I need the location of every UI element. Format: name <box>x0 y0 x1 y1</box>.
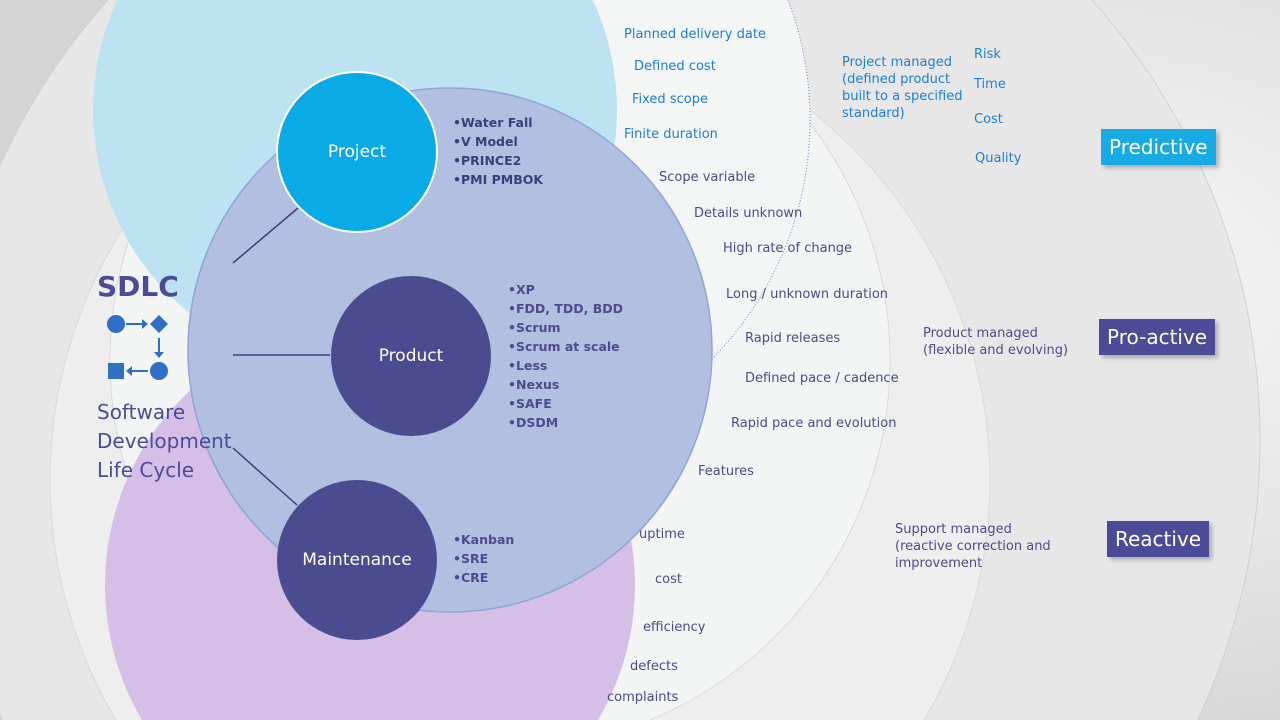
maintenance-attribute: efficiency <box>643 620 706 635</box>
project-methods-list: Water Fall V Model PRINCE2 PMI PMBOK <box>453 113 543 189</box>
predictive-badge: Predictive <box>1101 129 1216 165</box>
list-item: CRE <box>453 568 514 587</box>
product-attribute: Details unknown <box>694 206 803 221</box>
list-item: Scrum at scale <box>508 337 623 356</box>
text-line: Product managed <box>923 326 1038 341</box>
product-attribute: High rate of change <box>723 241 853 256</box>
list-item: XP <box>508 280 623 299</box>
flowchart-icon <box>107 315 168 380</box>
list-item: PMI PMBOK <box>453 170 543 189</box>
list-item: FDD, TDD, BDD <box>508 299 623 318</box>
subtitle-line: Life Cycle <box>97 458 195 482</box>
reactive-badge: Reactive <box>1107 521 1210 557</box>
maintenance-attribute: complaints <box>607 690 679 705</box>
project-connector-line <box>232 207 299 264</box>
constraint-time: Time <box>974 77 1006 92</box>
maintenance-methods-list: Kanban SRE CRE <box>453 530 514 587</box>
list-item: Nexus <box>508 375 623 394</box>
maintenance-connector-line <box>232 447 298 506</box>
project-attribute: Planned delivery date <box>624 27 766 42</box>
project-attribute: Defined cost <box>634 59 716 74</box>
list-item: Less <box>508 356 623 375</box>
list-item: V Model <box>453 132 543 151</box>
text-line: Support managed <box>895 522 1012 537</box>
product-attribute: Rapid pace and evolution <box>731 416 897 431</box>
product-managed-text: Product managed (flexible and evolving) <box>923 325 1068 359</box>
sdlc-subtitle: Software Development Life Cycle <box>97 398 232 485</box>
constraint-risk: Risk <box>974 47 1001 62</box>
list-item: Scrum <box>508 318 623 337</box>
text-line: standard) <box>842 106 905 121</box>
text-line: (reactive correction and <box>895 539 1051 554</box>
text-line: improvement <box>895 556 983 571</box>
project-managed-text: Project managed (defined product built t… <box>842 54 962 122</box>
product-attribute: Defined pace / cadence <box>745 371 899 386</box>
proactive-badge: Pro-active <box>1099 319 1216 355</box>
maintenance-attribute: cost <box>655 572 682 587</box>
list-item: PRINCE2 <box>453 151 543 170</box>
product-attribute: Features <box>698 464 754 479</box>
text-line: (flexible and evolving) <box>923 343 1069 358</box>
text-line: built to a specified <box>842 89 963 104</box>
constraint-cost: Cost <box>974 112 1003 127</box>
constraint-quality: Quality <box>975 151 1022 166</box>
project-attribute: Fixed scope <box>632 92 708 107</box>
list-item: SRE <box>453 549 514 568</box>
support-managed-text: Support managed (reactive correction and… <box>895 521 1051 572</box>
product-label: Product <box>378 346 444 366</box>
maintenance-label: Maintenance <box>302 550 412 570</box>
product-attribute: Rapid releases <box>745 331 841 346</box>
product-methods-list: XP FDD, TDD, BDD Scrum Scrum at scale Le… <box>508 280 623 432</box>
sdlc-title: SDLC <box>97 270 179 303</box>
product-attribute: Scope variable <box>659 170 756 185</box>
product-circle <box>331 276 491 436</box>
project-attribute: Finite duration <box>624 127 718 142</box>
maintenance-attribute: uptime <box>639 527 685 542</box>
list-item: Kanban <box>453 530 514 549</box>
maintenance-attribute: defects <box>630 659 678 674</box>
maintenance-circle <box>277 480 437 640</box>
subtitle-line: Development <box>97 429 232 453</box>
product-attribute: Long / unknown duration <box>726 287 889 302</box>
list-item: SAFE <box>508 394 623 413</box>
project-circle <box>276 71 438 233</box>
subtitle-line: Software <box>97 400 186 424</box>
list-item: Water Fall <box>453 113 543 132</box>
text-line: (defined product <box>842 72 951 87</box>
text-line: Project managed <box>842 55 952 70</box>
project-label: Project <box>327 142 387 162</box>
list-item: DSDM <box>508 413 623 432</box>
